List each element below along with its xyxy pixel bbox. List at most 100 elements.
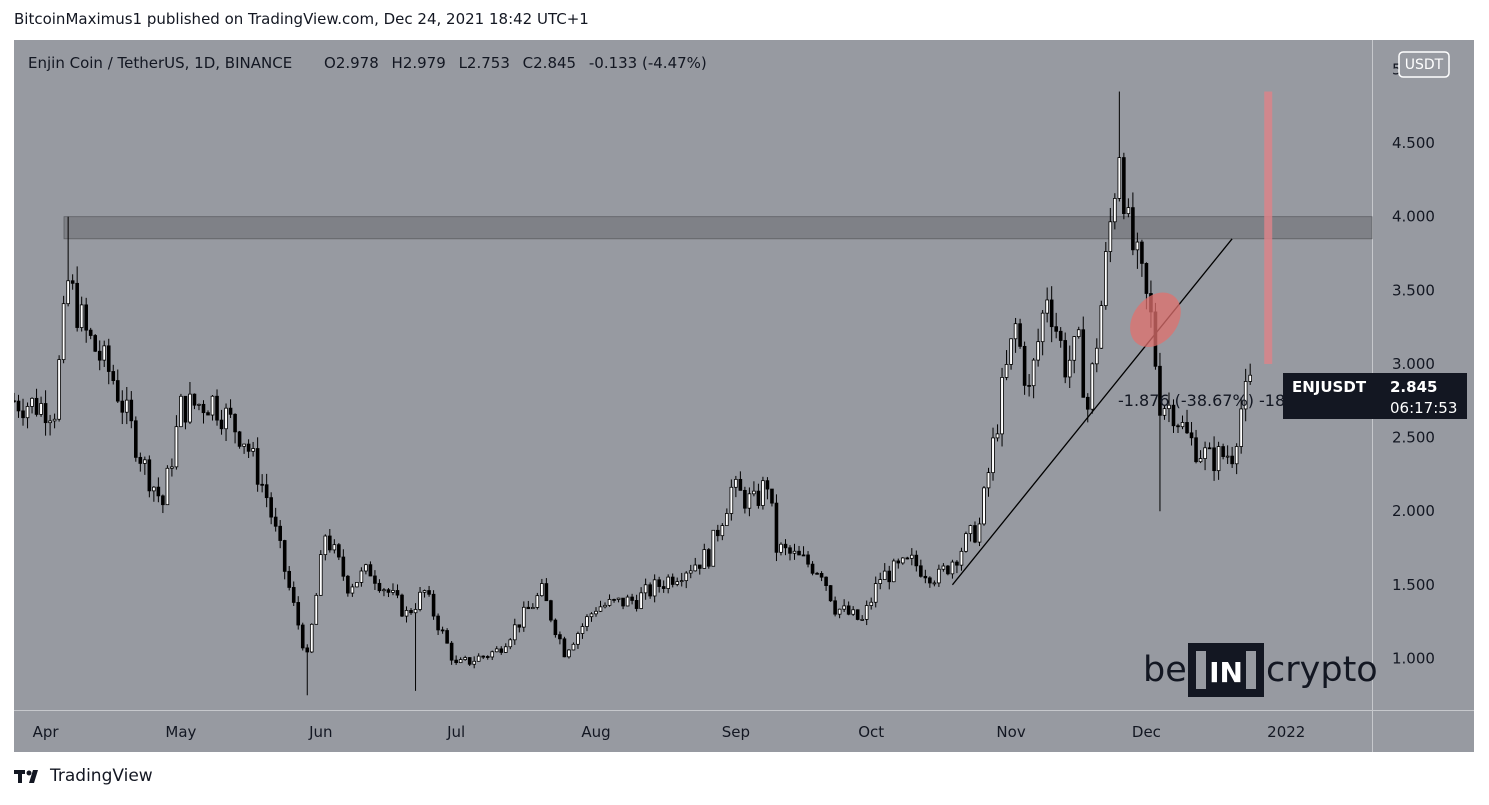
- candle-body: [1054, 326, 1058, 332]
- candle-body: [1113, 198, 1117, 223]
- time-tick-label: May: [165, 723, 196, 741]
- time-scale-background[interactable]: [14, 710, 1474, 752]
- candle-body: [1126, 207, 1131, 215]
- candle-body: [332, 544, 337, 551]
- candle-body: [1094, 347, 1099, 365]
- candle-body: [878, 579, 883, 584]
- legend-ohlc: O2.978 H2.979 L2.753 C2.845 -0.133 (-4.4…: [324, 54, 707, 72]
- candle-body: [540, 583, 544, 597]
- candle-body: [589, 613, 594, 618]
- chart-frame[interactable]: 5.0004.5004.0003.5003.0002.5002.0001.500…: [12, 40, 1474, 752]
- candle-body: [494, 648, 499, 653]
- candle-body: [991, 437, 995, 474]
- candle-body: [499, 648, 504, 653]
- candle-body: [558, 634, 562, 640]
- candle-body: [138, 456, 143, 464]
- candle-body: [1104, 251, 1108, 307]
- watermark-be: be: [1143, 650, 1187, 690]
- candle-body: [400, 594, 404, 617]
- candle-body: [391, 590, 395, 593]
- candle-body: [179, 395, 183, 428]
- candle-body: [233, 413, 237, 433]
- candle-body: [350, 586, 355, 594]
- price-chart[interactable]: 5.0004.5004.0003.5003.0002.5002.0001.500…: [12, 40, 1474, 752]
- candle-body: [1212, 447, 1216, 472]
- candle-body: [93, 335, 98, 352]
- candle-body: [824, 576, 828, 586]
- candle-body: [48, 420, 52, 424]
- candle-body: [923, 575, 928, 579]
- time-tick-label: Dec: [1132, 723, 1161, 741]
- candle-body: [869, 601, 874, 606]
- candle-body: [743, 489, 747, 509]
- candle-body: [134, 420, 138, 458]
- candle-body: [734, 478, 738, 488]
- candle-body: [702, 549, 707, 569]
- candle-body: [679, 580, 684, 583]
- candle-body: [891, 560, 896, 583]
- candle-body: [873, 583, 878, 603]
- candle-body: [291, 587, 296, 603]
- candle-body: [738, 478, 743, 491]
- legend-close-value: 2.845: [533, 54, 576, 72]
- currency-badge[interactable]: USDT: [1398, 51, 1450, 78]
- candle-body: [1049, 299, 1054, 328]
- candle-body: [273, 516, 278, 527]
- candle-body: [156, 486, 161, 497]
- candle-body: [1171, 404, 1176, 427]
- candle-body: [449, 642, 454, 661]
- becrypto-watermark: be IN crypto: [1143, 643, 1378, 697]
- watermark-crypto: crypto: [1266, 650, 1378, 690]
- candle-body: [490, 651, 495, 658]
- candle-body: [309, 623, 314, 653]
- candle-body: [779, 543, 783, 553]
- candle-body: [571, 643, 576, 651]
- candle-body: [418, 591, 422, 610]
- candle-body: [255, 448, 260, 485]
- candle-body: [1067, 359, 1072, 378]
- candle-body: [1239, 408, 1243, 447]
- candle-body: [1117, 157, 1122, 199]
- candle-body: [355, 582, 359, 588]
- candle-body: [422, 590, 427, 593]
- candle-body: [688, 570, 693, 574]
- candle-body: [305, 647, 310, 653]
- candle-body: [106, 345, 111, 372]
- candle-body: [833, 600, 837, 615]
- candle-body: [1022, 345, 1027, 386]
- candle-body: [1090, 363, 1095, 410]
- footer[interactable]: TradingView: [14, 766, 153, 786]
- candle-body: [684, 572, 689, 582]
- candle-body: [1234, 446, 1239, 465]
- candle-body: [729, 486, 734, 514]
- candle-body: [864, 605, 869, 620]
- legend-close-label: C: [523, 54, 533, 72]
- candle-body: [801, 554, 806, 557]
- candle-body: [955, 561, 959, 566]
- candle-body: [1144, 263, 1149, 294]
- candle-body: [237, 431, 242, 447]
- price-tick-label: 2.000: [1392, 502, 1435, 520]
- candle-body: [210, 395, 215, 416]
- candle-body: [192, 393, 197, 406]
- plot-background[interactable]: [14, 40, 1372, 710]
- candle-body: [562, 638, 567, 658]
- candle-body: [986, 472, 991, 489]
- price-tick-label: 3.000: [1392, 355, 1435, 373]
- candle-body: [652, 579, 657, 597]
- candle-body: [855, 609, 860, 620]
- candle-body: [720, 525, 725, 537]
- candle-body: [413, 609, 418, 614]
- candle-body: [57, 359, 61, 420]
- candle-body: [783, 543, 788, 549]
- candle-body: [143, 459, 147, 464]
- candle-body: [928, 577, 932, 584]
- candle-body: [70, 280, 75, 284]
- price-tick-label: 3.500: [1392, 281, 1435, 299]
- last-price-label[interactable]: ENJUSDT 2.845 06:17:53: [1283, 373, 1467, 419]
- candle-body: [377, 582, 382, 592]
- candle-body: [815, 572, 819, 575]
- candle-body: [1221, 446, 1225, 457]
- candle-body: [670, 576, 675, 585]
- candle-body: [1248, 374, 1252, 382]
